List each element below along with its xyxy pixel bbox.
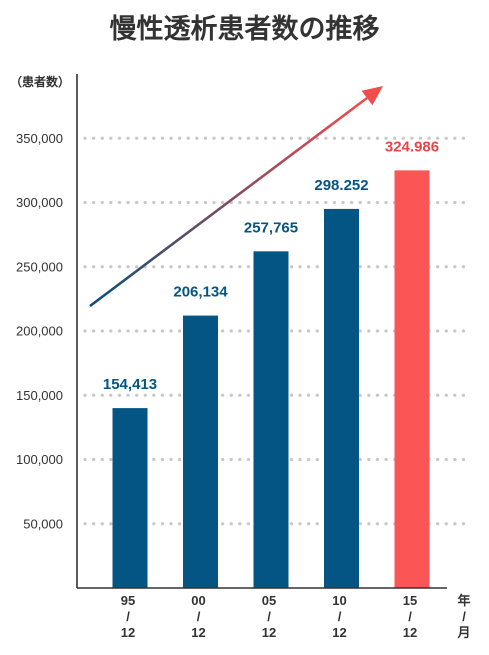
label-layer: 154,41395/12206,13400/12257,76505/12298.…: [103, 138, 439, 640]
value-label: 206,134: [173, 284, 228, 301]
bar: [394, 170, 430, 588]
bar-layer: [112, 170, 430, 589]
y-tick-label: 250,000: [16, 259, 63, 274]
trend-arrow-head: [361, 86, 383, 106]
x-tick-label: 12: [332, 625, 346, 640]
value-label: 257,765: [244, 219, 298, 236]
x-tick-label: 12: [191, 625, 205, 640]
bar: [183, 315, 218, 588]
y-tick-label: 100,000: [16, 452, 63, 467]
x-tick-label: 95: [121, 593, 135, 608]
y-tick-label: 350,000: [16, 131, 63, 146]
x-tick-label: 05: [262, 593, 276, 608]
x-tick-label: 12: [403, 625, 417, 640]
bar: [253, 251, 289, 588]
x-axis-unit: 年/月: [456, 593, 470, 640]
x-tick-label: /: [408, 609, 412, 624]
x-axis-unit-label: 年: [457, 593, 470, 608]
x-tick-label: 00: [191, 593, 205, 608]
value-label: 298.252: [314, 177, 368, 194]
y-tick-label: 300,000: [16, 195, 63, 210]
y-tick-label: 150,000: [16, 388, 63, 403]
x-tick-label: 10: [332, 593, 346, 608]
y-tick-label: 200,000: [16, 324, 63, 339]
value-label: 324.986: [385, 138, 439, 155]
x-axis-unit-label: 月: [456, 625, 470, 640]
x-tick-label: 15: [403, 593, 417, 608]
chart-title: 慢性透析患者数の推移: [110, 14, 380, 45]
value-label: 154,413: [103, 376, 157, 393]
x-axis-unit-label: /: [462, 609, 466, 624]
bar: [112, 408, 148, 588]
y-tick-label: 50,000: [23, 516, 63, 531]
trend-arrow: [89, 86, 383, 308]
bar: [324, 208, 359, 589]
x-tick-label: /: [267, 609, 271, 624]
trend-arrow-line: [89, 96, 368, 308]
tick-layer: 50,000 100,000 150,000 200,000 250,000 300,00…: [16, 131, 63, 532]
x-tick-label: /: [197, 609, 201, 624]
x-tick-label: 12: [262, 625, 276, 640]
x-tick-label: /: [126, 609, 130, 624]
y-axis-unit-label: （患者数）: [10, 74, 70, 89]
x-tick-label: 12: [121, 625, 135, 640]
x-tick-label: /: [338, 609, 342, 624]
